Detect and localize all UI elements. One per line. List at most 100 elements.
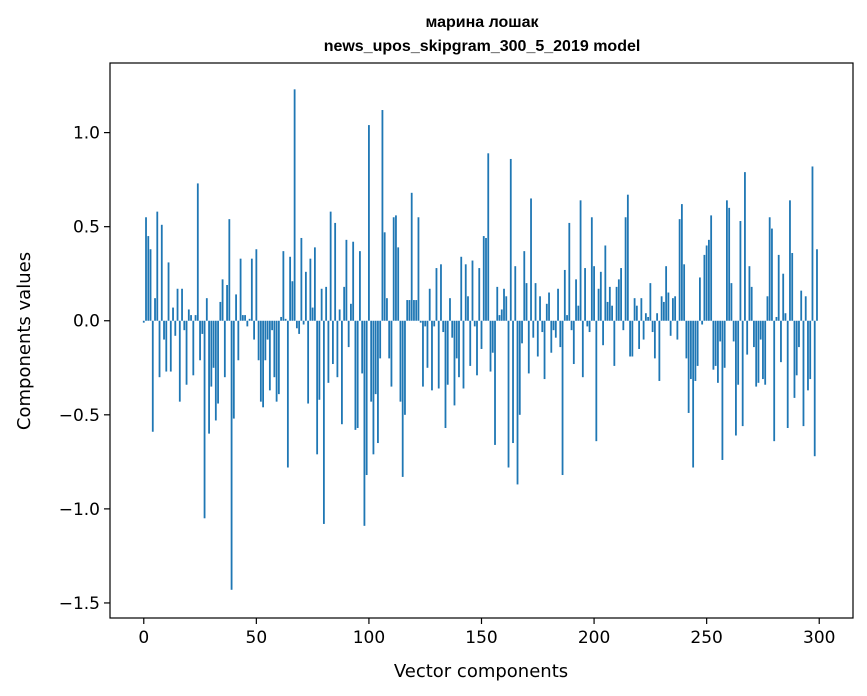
bar bbox=[253, 320, 255, 340]
bar bbox=[462, 320, 465, 389]
bar bbox=[489, 320, 492, 372]
bar bbox=[154, 298, 156, 321]
bar bbox=[701, 320, 704, 325]
bar bbox=[665, 266, 668, 321]
bar bbox=[232, 320, 235, 419]
bar bbox=[408, 300, 411, 321]
bar bbox=[208, 320, 210, 434]
bar bbox=[545, 303, 548, 321]
bar bbox=[354, 320, 357, 430]
bar bbox=[570, 320, 573, 331]
bar bbox=[158, 320, 161, 378]
bar bbox=[635, 305, 638, 321]
bar bbox=[748, 266, 751, 321]
bar bbox=[205, 298, 208, 321]
bar bbox=[410, 192, 413, 321]
bar bbox=[791, 253, 794, 321]
bar bbox=[392, 217, 395, 321]
bar bbox=[286, 320, 289, 468]
bar bbox=[368, 125, 370, 321]
bar bbox=[737, 320, 740, 385]
bar bbox=[446, 320, 449, 385]
bar bbox=[343, 286, 346, 321]
bar bbox=[505, 296, 508, 321]
bar bbox=[374, 320, 377, 395]
bar bbox=[437, 320, 440, 389]
bar bbox=[780, 320, 782, 363]
bar bbox=[356, 320, 359, 428]
bar bbox=[719, 320, 722, 342]
bar bbox=[201, 320, 204, 334]
bar bbox=[386, 298, 388, 321]
bar bbox=[507, 320, 510, 468]
bar bbox=[590, 217, 593, 321]
bar bbox=[390, 320, 393, 387]
bar bbox=[259, 320, 262, 402]
bar bbox=[617, 279, 620, 321]
chart-title-line1: марина лошак bbox=[425, 14, 539, 31]
bar bbox=[611, 305, 613, 321]
bar bbox=[345, 239, 348, 321]
bar bbox=[334, 222, 337, 321]
bar bbox=[750, 286, 753, 321]
bar bbox=[516, 320, 519, 485]
bar bbox=[413, 300, 415, 321]
bar bbox=[336, 320, 339, 378]
bar bbox=[145, 217, 147, 321]
bar bbox=[647, 316, 650, 321]
bar bbox=[160, 224, 163, 321]
bar bbox=[187, 309, 190, 321]
bar bbox=[482, 236, 485, 321]
bar bbox=[485, 237, 487, 321]
bar bbox=[800, 290, 803, 321]
bar bbox=[307, 320, 310, 404]
chart-title-line2: news_upos_skipgram_300_5_2019 model bbox=[324, 38, 641, 55]
bar bbox=[694, 320, 697, 381]
bar bbox=[703, 254, 706, 321]
x-tick-label: 200 bbox=[578, 628, 610, 648]
bar bbox=[487, 153, 490, 321]
y-tick-label: 1.0 bbox=[73, 124, 100, 144]
bar bbox=[678, 219, 681, 321]
bar bbox=[793, 320, 796, 398]
bar bbox=[291, 281, 294, 321]
bar bbox=[435, 268, 438, 321]
bar bbox=[293, 89, 296, 321]
bar bbox=[667, 292, 670, 321]
bar bbox=[395, 215, 397, 321]
bar bbox=[771, 228, 773, 321]
bar bbox=[662, 301, 665, 321]
bar bbox=[433, 320, 436, 327]
bar bbox=[552, 320, 555, 331]
bar bbox=[178, 320, 181, 402]
bar bbox=[683, 264, 686, 321]
bar bbox=[777, 254, 780, 321]
x-tick-label: 150 bbox=[465, 628, 497, 648]
bar bbox=[327, 320, 330, 383]
bar bbox=[644, 313, 647, 321]
bar bbox=[221, 279, 224, 321]
x-tick-label: 50 bbox=[246, 628, 268, 648]
bar bbox=[746, 320, 749, 355]
bar bbox=[199, 320, 201, 361]
bar bbox=[692, 320, 695, 468]
bar bbox=[280, 316, 283, 321]
bar bbox=[419, 320, 422, 323]
bar bbox=[167, 262, 170, 321]
bar bbox=[557, 288, 559, 321]
bar bbox=[352, 241, 355, 321]
bar bbox=[284, 318, 287, 321]
bar bbox=[518, 320, 521, 415]
bar bbox=[624, 217, 627, 321]
bar bbox=[404, 320, 406, 415]
bar bbox=[629, 320, 631, 357]
bar bbox=[687, 320, 690, 413]
bar bbox=[165, 320, 168, 372]
bar bbox=[649, 283, 652, 321]
bar bbox=[406, 300, 409, 321]
bar bbox=[527, 320, 530, 374]
bar bbox=[563, 269, 566, 321]
bar bbox=[388, 320, 391, 359]
bar bbox=[467, 296, 469, 321]
bar bbox=[550, 320, 553, 353]
